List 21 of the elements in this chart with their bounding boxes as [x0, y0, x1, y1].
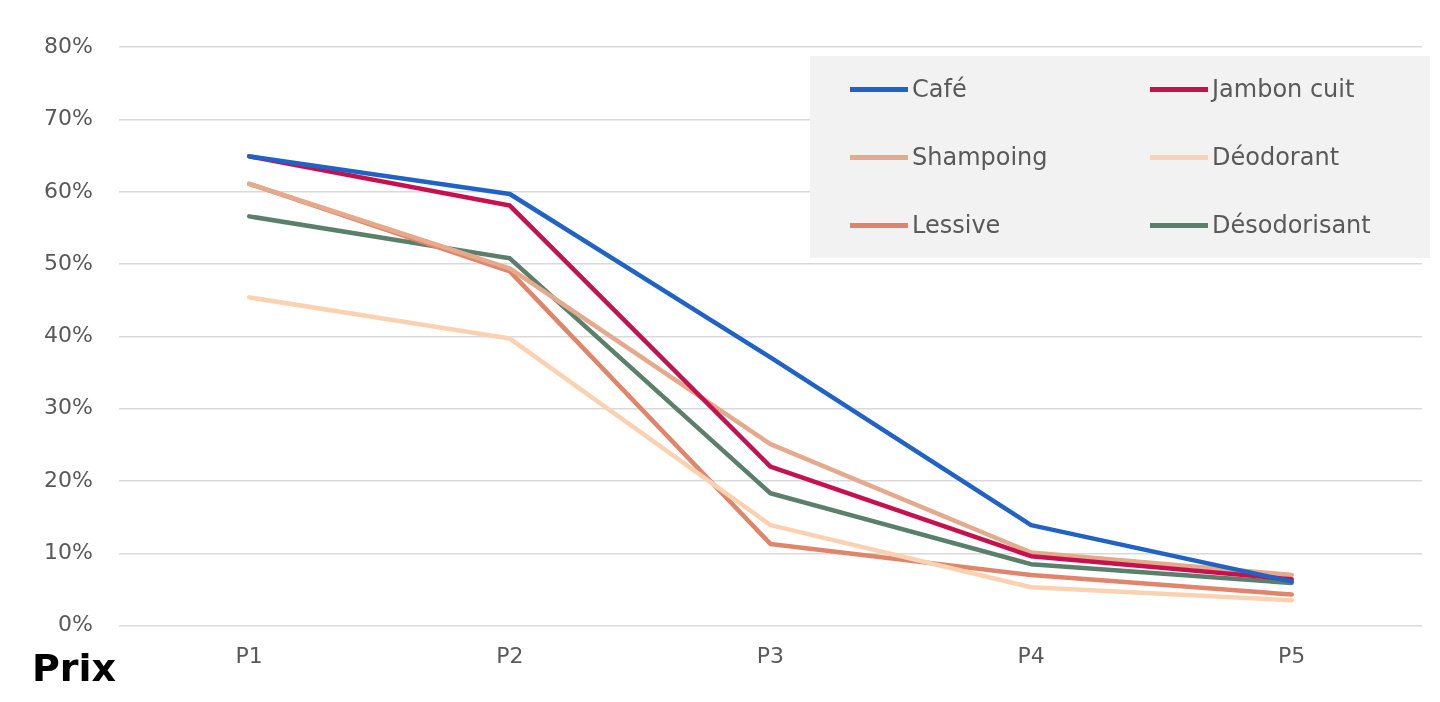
- legend-label: Déodorant: [1212, 143, 1340, 171]
- x-tick-label: P2: [496, 642, 524, 668]
- legend-label: Café: [912, 75, 967, 103]
- legend-label: Shampoing: [912, 143, 1048, 171]
- x-tick-label: P4: [1017, 642, 1045, 668]
- legend-label: Jambon cuit: [1212, 75, 1355, 103]
- y-tick-label: 20%: [43, 466, 93, 492]
- y-tick-label: 80%: [43, 32, 93, 58]
- y-tick-label: 60%: [43, 177, 93, 203]
- x-tick-label: P1: [235, 642, 263, 668]
- y-tick-label: 70%: [43, 105, 93, 131]
- x-axis-title: Prix: [32, 646, 117, 691]
- y-tick-label: 50%: [43, 249, 93, 275]
- legend-label: Désodorisant: [1212, 211, 1371, 239]
- y-tick-label: 30%: [43, 394, 93, 420]
- x-tick-label: P5: [1278, 642, 1306, 668]
- y-tick-label: 0%: [57, 611, 93, 637]
- legend-label: Lessive: [912, 211, 1001, 239]
- y-tick-label: 10%: [43, 539, 93, 565]
- y-tick-label: 40%: [43, 322, 93, 348]
- x-tick-label: P3: [756, 642, 785, 668]
